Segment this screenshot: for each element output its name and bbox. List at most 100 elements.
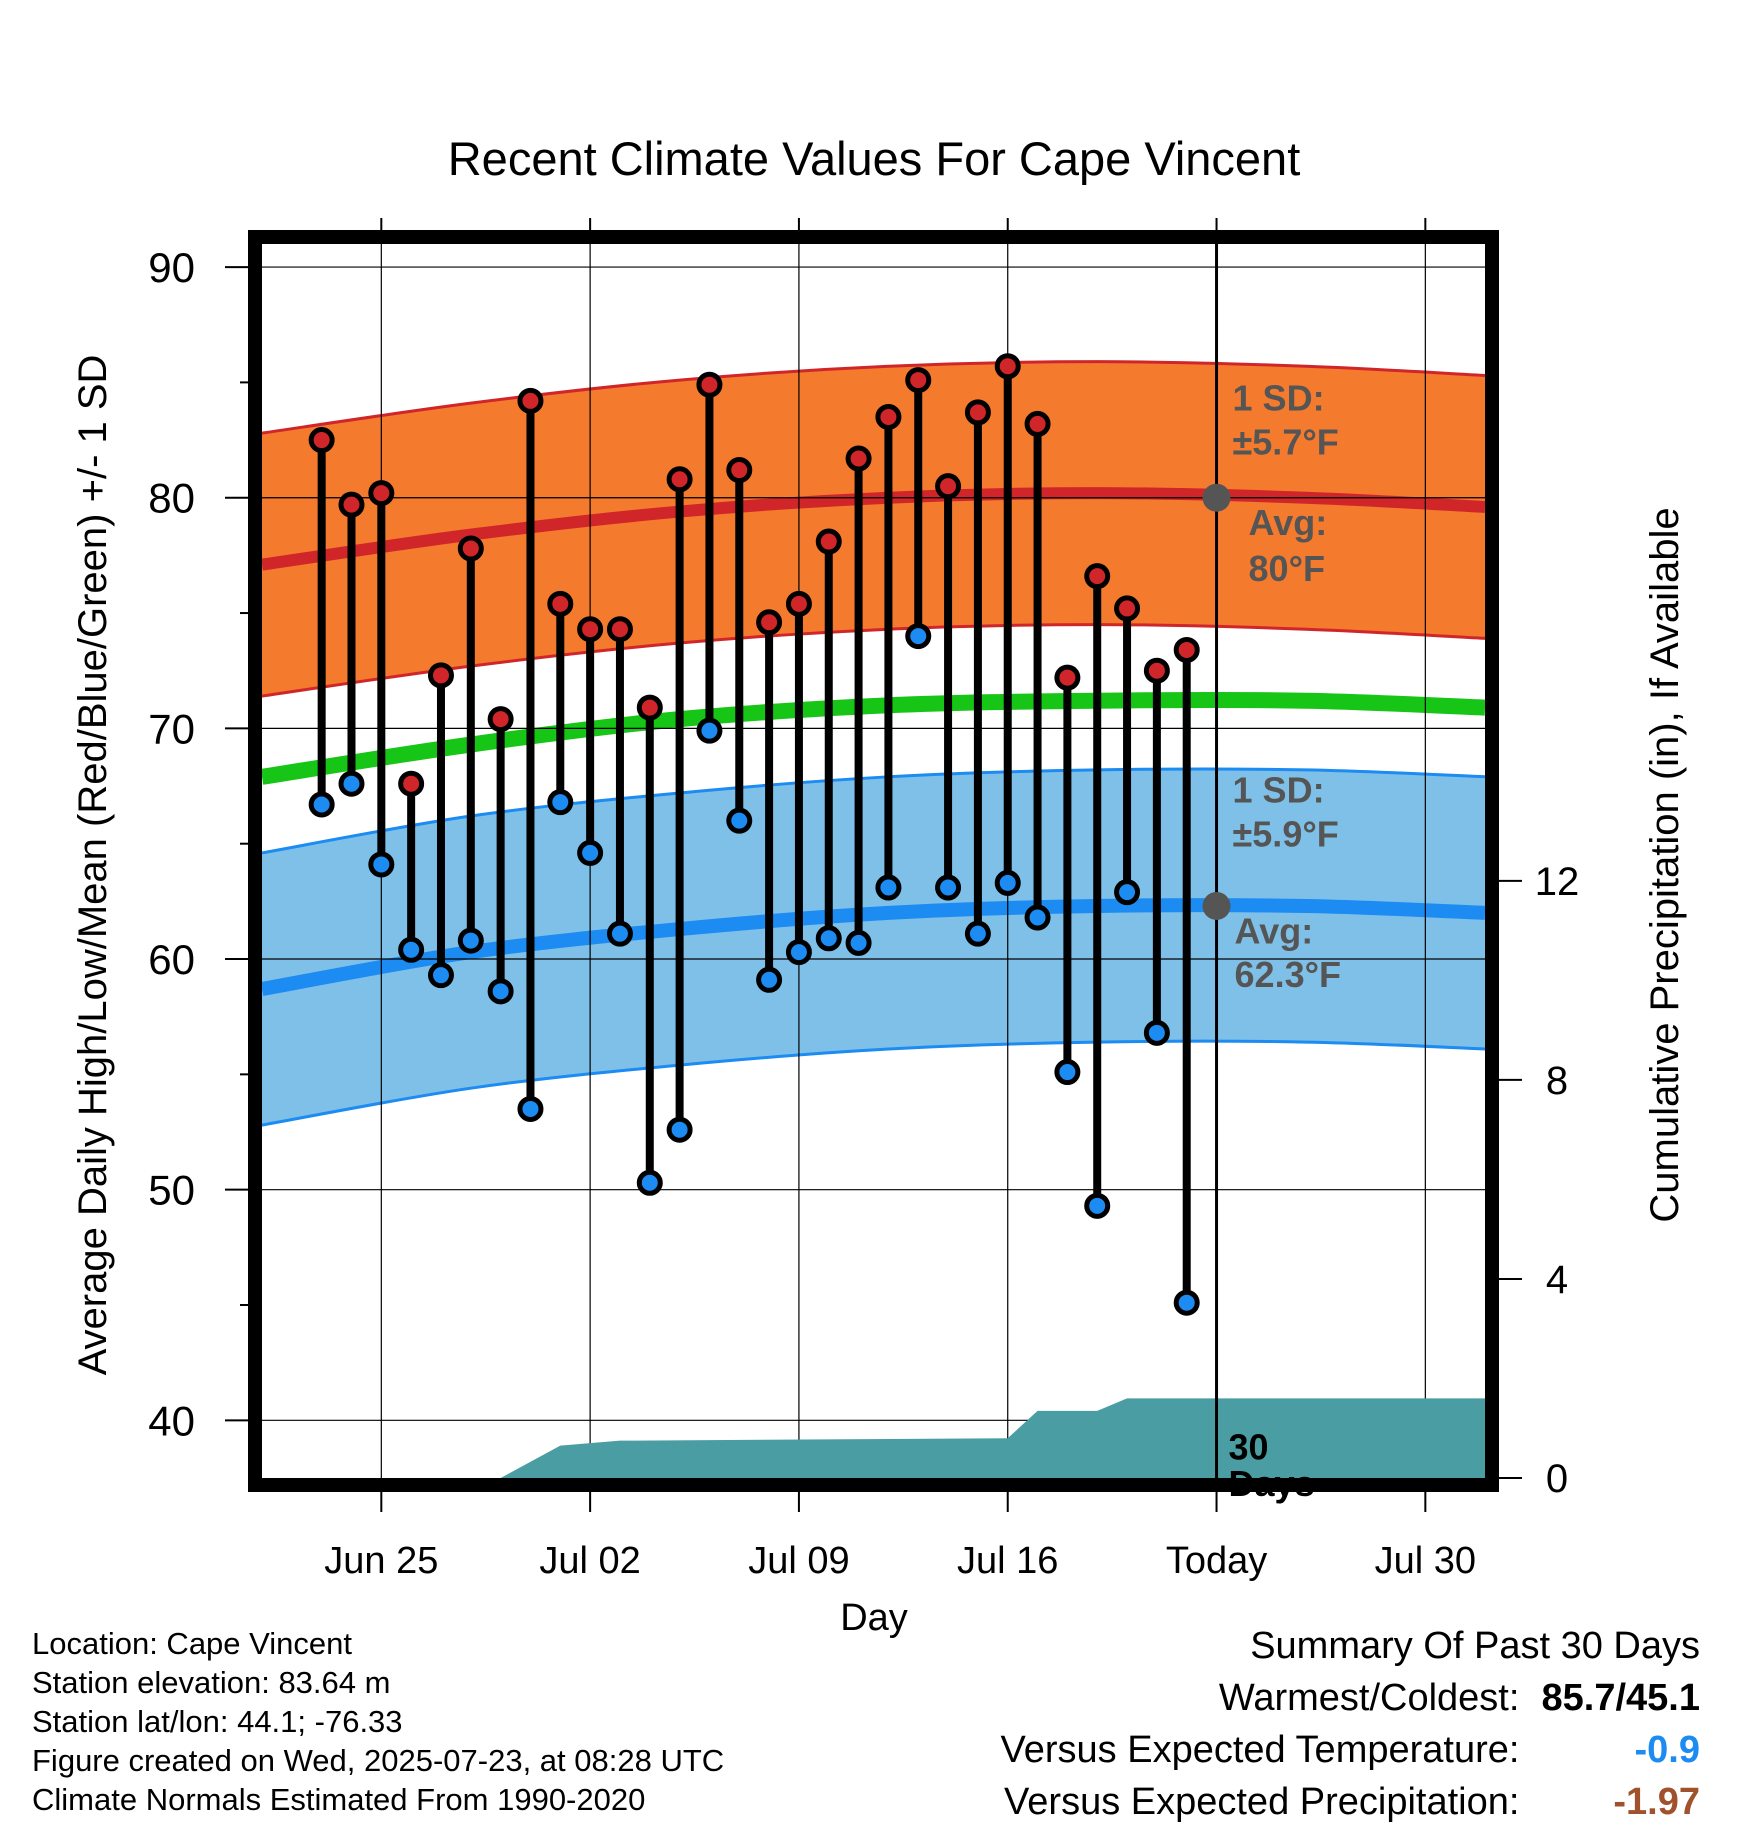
y2-tick-label: 8 [1546,1059,1568,1103]
low-point [815,925,842,952]
x-tick-label: Jul 09 [748,1540,849,1582]
low-normal-band [262,769,1485,1126]
low-point [427,962,454,989]
high-point [1143,657,1170,684]
low-avg-value: 62.3°F [1235,954,1341,995]
high-point [964,399,991,426]
summary-title: Summary Of Past 30 Days [1250,1625,1700,1667]
low-avg-label: Avg: [1235,910,1314,951]
today-low-avg-dot [1202,891,1231,920]
low-point [547,789,574,816]
low-point [457,927,484,954]
low-point [1024,904,1051,931]
low-point [1084,1192,1111,1219]
y-tick-label: 90 [148,244,195,291]
high-point [398,770,425,797]
high-normal-band-upper-edge [261,360,1486,435]
meta-latlon: Station lat/lon: 44.1; -76.33 [32,1704,403,1739]
high-point [845,445,872,472]
meta-elevation: Station elevation: 83.64 m [32,1665,391,1700]
mean-normal-line [260,691,1486,785]
low-point [935,874,962,901]
high-point [1024,410,1051,437]
high-point [427,662,454,689]
high-point [487,706,514,733]
precip-area-fill [262,1398,1485,1478]
high-point [935,473,962,500]
y-tick-label: 40 [148,1397,195,1444]
high-point [875,403,902,430]
y2-tick-label: 4 [1546,1258,1568,1302]
warm-cold-label: Warmest/Coldest: [1218,1677,1520,1719]
high-point [815,528,842,555]
high-point [905,367,932,394]
low-point [606,920,633,947]
high-point [696,371,723,398]
low-point [1173,1289,1200,1316]
summary-warm-cold: Warmest/Coldest: 85.7/45.1 [1001,1672,1700,1724]
high-point [368,480,395,507]
high-sd-value: ±5.7°F [1233,421,1339,462]
low-point [1143,1019,1170,1046]
precip-label: Versus Expected Precipitation: [1004,1781,1520,1823]
low-point [666,1116,693,1143]
low-point [845,929,872,956]
high-point [636,694,663,721]
y2-tick-label: 12 [1535,860,1580,904]
low-point [756,966,783,993]
x-tick-label: Today [1166,1540,1267,1582]
y-tick-label: 80 [148,475,195,522]
high-point [547,590,574,617]
low-point [338,770,365,797]
high-avg-label: Avg: [1249,502,1328,543]
y2-axis-label: Cumulative Precipitation (in), If Availa… [1643,507,1687,1222]
daily-data [308,353,1200,1316]
high-sd-label: 1 SD: [1233,378,1325,419]
high-point [577,616,604,643]
meta-normals: Climate Normals Estimated From 1990-2020 [32,1782,646,1817]
axes: 40 50 60 70 80 90 0 4 8 12 Jun 25 Jul 02 Jul 09 Jul 1… [148,218,1579,1582]
today-high-avg-dot [1202,483,1231,512]
summary-precip: Versus Expected Precipitation: -1.97 [1001,1776,1700,1828]
high-point [785,590,812,617]
x-axis-label: Day [840,1597,908,1639]
low-point [875,874,902,901]
temp-value: -0.9 [1634,1729,1700,1771]
low-point [517,1095,544,1122]
high-point [994,353,1021,380]
plot-frame [248,230,1499,1492]
low-sd-label: 1 SD: [1233,770,1325,811]
normal-bands [260,360,1486,1127]
high-point [308,427,335,454]
high-point [666,466,693,493]
y-axis-label: Average Daily High/Low/Mean (Red/Blue/Gr… [71,355,115,1376]
summary-panel: Summary Of Past 30 Days Warmest/Coldest:… [1001,1620,1700,1828]
low-point [1054,1059,1081,1086]
low-point [785,939,812,966]
low-point [696,717,723,744]
station-metadata: Location: Cape Vincent Station elevation… [32,1624,724,1819]
high-point [1054,664,1081,691]
high-point [338,491,365,518]
x-tick-label: Jul 16 [957,1540,1058,1582]
x-tick-label: Jun 25 [324,1540,438,1582]
meta-created: Figure created on Wed, 2025-07-23, at 08… [32,1743,725,1778]
high-point [756,609,783,636]
x-tick-label: Jul 02 [539,1540,640,1582]
high-point [606,616,633,643]
summary-temp: Versus Expected Temperature: -0.9 [1001,1724,1700,1776]
low-normal-band-lower-edge [261,1039,1486,1127]
low-point [726,807,753,834]
y-tick-label: 60 [148,936,195,983]
y-tick-label: 50 [148,1167,195,1214]
temp-label: Versus Expected Temperature: [1000,1729,1520,1771]
low-point [368,851,395,878]
low-point [964,920,991,947]
low-sd-value: ±5.9°F [1233,813,1339,854]
precip-area [262,1398,1485,1478]
high-avg-value: 80°F [1249,548,1325,589]
low-point [487,978,514,1005]
low-point [905,623,932,650]
